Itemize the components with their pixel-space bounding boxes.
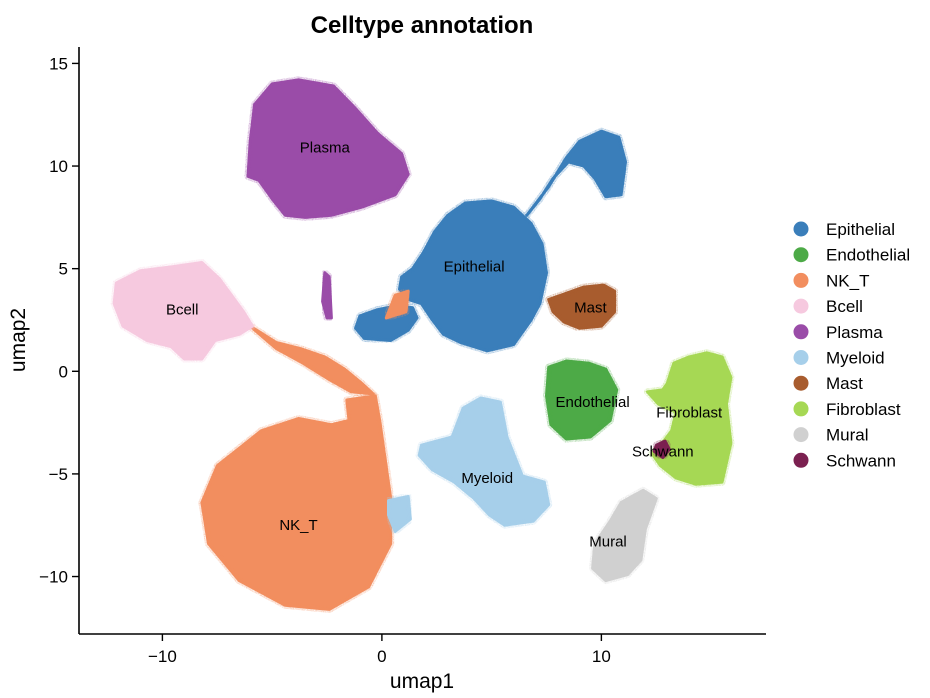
y-tick-label: −10 (39, 568, 68, 587)
axes (78, 47, 766, 635)
x-tick-label: 0 (377, 647, 386, 666)
point-clouds (110, 76, 735, 613)
legend-item-bcell: Bcell (793, 297, 863, 316)
legend-item-plasma: Plasma (793, 323, 883, 342)
cluster-edge-fibroblast-1 (644, 349, 735, 488)
legend-item-mural: Mural (793, 426, 869, 445)
cluster-labels: Epithelial Endothelial NK_T Bcell Plasma Myel… (166, 140, 723, 551)
legend-label: Mast (826, 374, 863, 393)
cluster-label-fibroblast: Fibroblast (656, 404, 723, 421)
cluster-edge-schwann-1 (650, 437, 673, 461)
cluster-label-epithelial: Epithelial (444, 259, 505, 276)
legend-label: Epithelial (826, 220, 895, 239)
legend-swatch (793, 324, 809, 340)
legend-swatch (793, 298, 809, 314)
legend-label: Endothelial (826, 246, 910, 265)
legend-swatch (793, 221, 809, 237)
legend-label: Bcell (826, 297, 863, 316)
legend-swatch (793, 375, 809, 391)
cluster-edge-myeloid-2 (385, 493, 414, 535)
y-tick-label: −5 (49, 465, 68, 484)
cluster-label-mast: Mast (574, 300, 607, 317)
cluster-nk-t (198, 287, 412, 613)
cluster-endothelial (543, 357, 621, 443)
cluster-edge-epithelial-1 (396, 197, 550, 355)
cluster-edge-bcell-1 (110, 259, 256, 363)
y-tick-label: 0 (59, 362, 68, 381)
cluster-edge-mural-1 (589, 486, 660, 585)
legend-label: Fibroblast (826, 400, 901, 419)
legend-item-mast: Mast (793, 374, 863, 393)
x-axis-title: umap1 (390, 670, 454, 693)
legend-swatch (793, 427, 809, 443)
cluster-mural (589, 486, 660, 585)
legend-swatch (793, 350, 809, 365)
cluster-edge-epithelial-3 (523, 127, 629, 219)
x-tick-label: −10 (148, 647, 177, 666)
x-tick-label: 10 (592, 647, 611, 666)
legend-item-epithelial: Epithelial (793, 220, 895, 239)
cluster-label-mural: Mural (589, 534, 627, 551)
legend-swatch (793, 401, 809, 417)
cluster-edge-endothelial-1 (543, 357, 621, 443)
legend: Epithelial Endothelial NK_T Bcell Plasma Myel… (793, 220, 910, 470)
legend-label: Myeloid (826, 349, 885, 368)
cluster-label-bcell: Bcell (166, 302, 199, 319)
legend-item-fibroblast: Fibroblast (793, 400, 901, 419)
y-tick-label: 15 (49, 54, 68, 73)
legend-item-schwann: Schwann (793, 451, 896, 470)
legend-item-endothelial: Endothelial (793, 246, 910, 265)
cluster-edge-myeloid-1 (415, 394, 553, 529)
cluster-label-endothelial: Endothelial (555, 394, 629, 411)
legend-label: Schwann (826, 451, 896, 470)
legend-swatch (793, 452, 809, 468)
y-axis-title: umap2 (7, 308, 30, 372)
chart-title: Celltype annotation (311, 12, 534, 39)
legend-label: Plasma (826, 323, 883, 342)
y-tick-label: 5 (59, 260, 68, 279)
cluster-label-nk-t: NK_T (279, 517, 317, 534)
legend-item-nk-t: NK_T (793, 271, 869, 290)
cluster-schwann (650, 437, 673, 461)
x-axis-ticks: −10 0 10 (148, 634, 611, 666)
legend-item-myeloid: Myeloid (793, 349, 885, 368)
cluster-label-myeloid: Myeloid (461, 470, 513, 487)
cluster-mast (545, 281, 619, 332)
cluster-edge-epithelial-2 (352, 302, 421, 344)
legend-label: Mural (826, 426, 869, 445)
cluster-edge-plasma-2 (319, 269, 335, 322)
cluster-label-schwann: Schwann (632, 443, 694, 460)
cluster-edge-nk-t-2 (246, 322, 377, 398)
cluster-edge-nk-t-3 (382, 287, 412, 322)
cluster-plasma (244, 76, 412, 322)
cluster-label-plasma: Plasma (300, 140, 351, 157)
legend-label: NK_T (826, 271, 869, 290)
legend-swatch (793, 272, 809, 288)
y-tick-label: 10 (49, 157, 68, 176)
cluster-edge-mast-1 (545, 281, 619, 332)
legend-swatch (793, 247, 809, 263)
cluster-edge-nk-t-1 (198, 392, 395, 613)
cluster-bcell (110, 259, 256, 363)
cluster-edge-plasma-1 (244, 76, 412, 221)
cluster-myeloid (385, 394, 553, 535)
y-axis-ticks: 15 10 5 0 −5 −10 (39, 54, 79, 587)
cluster-region-nk-t-1 (200, 394, 393, 611)
